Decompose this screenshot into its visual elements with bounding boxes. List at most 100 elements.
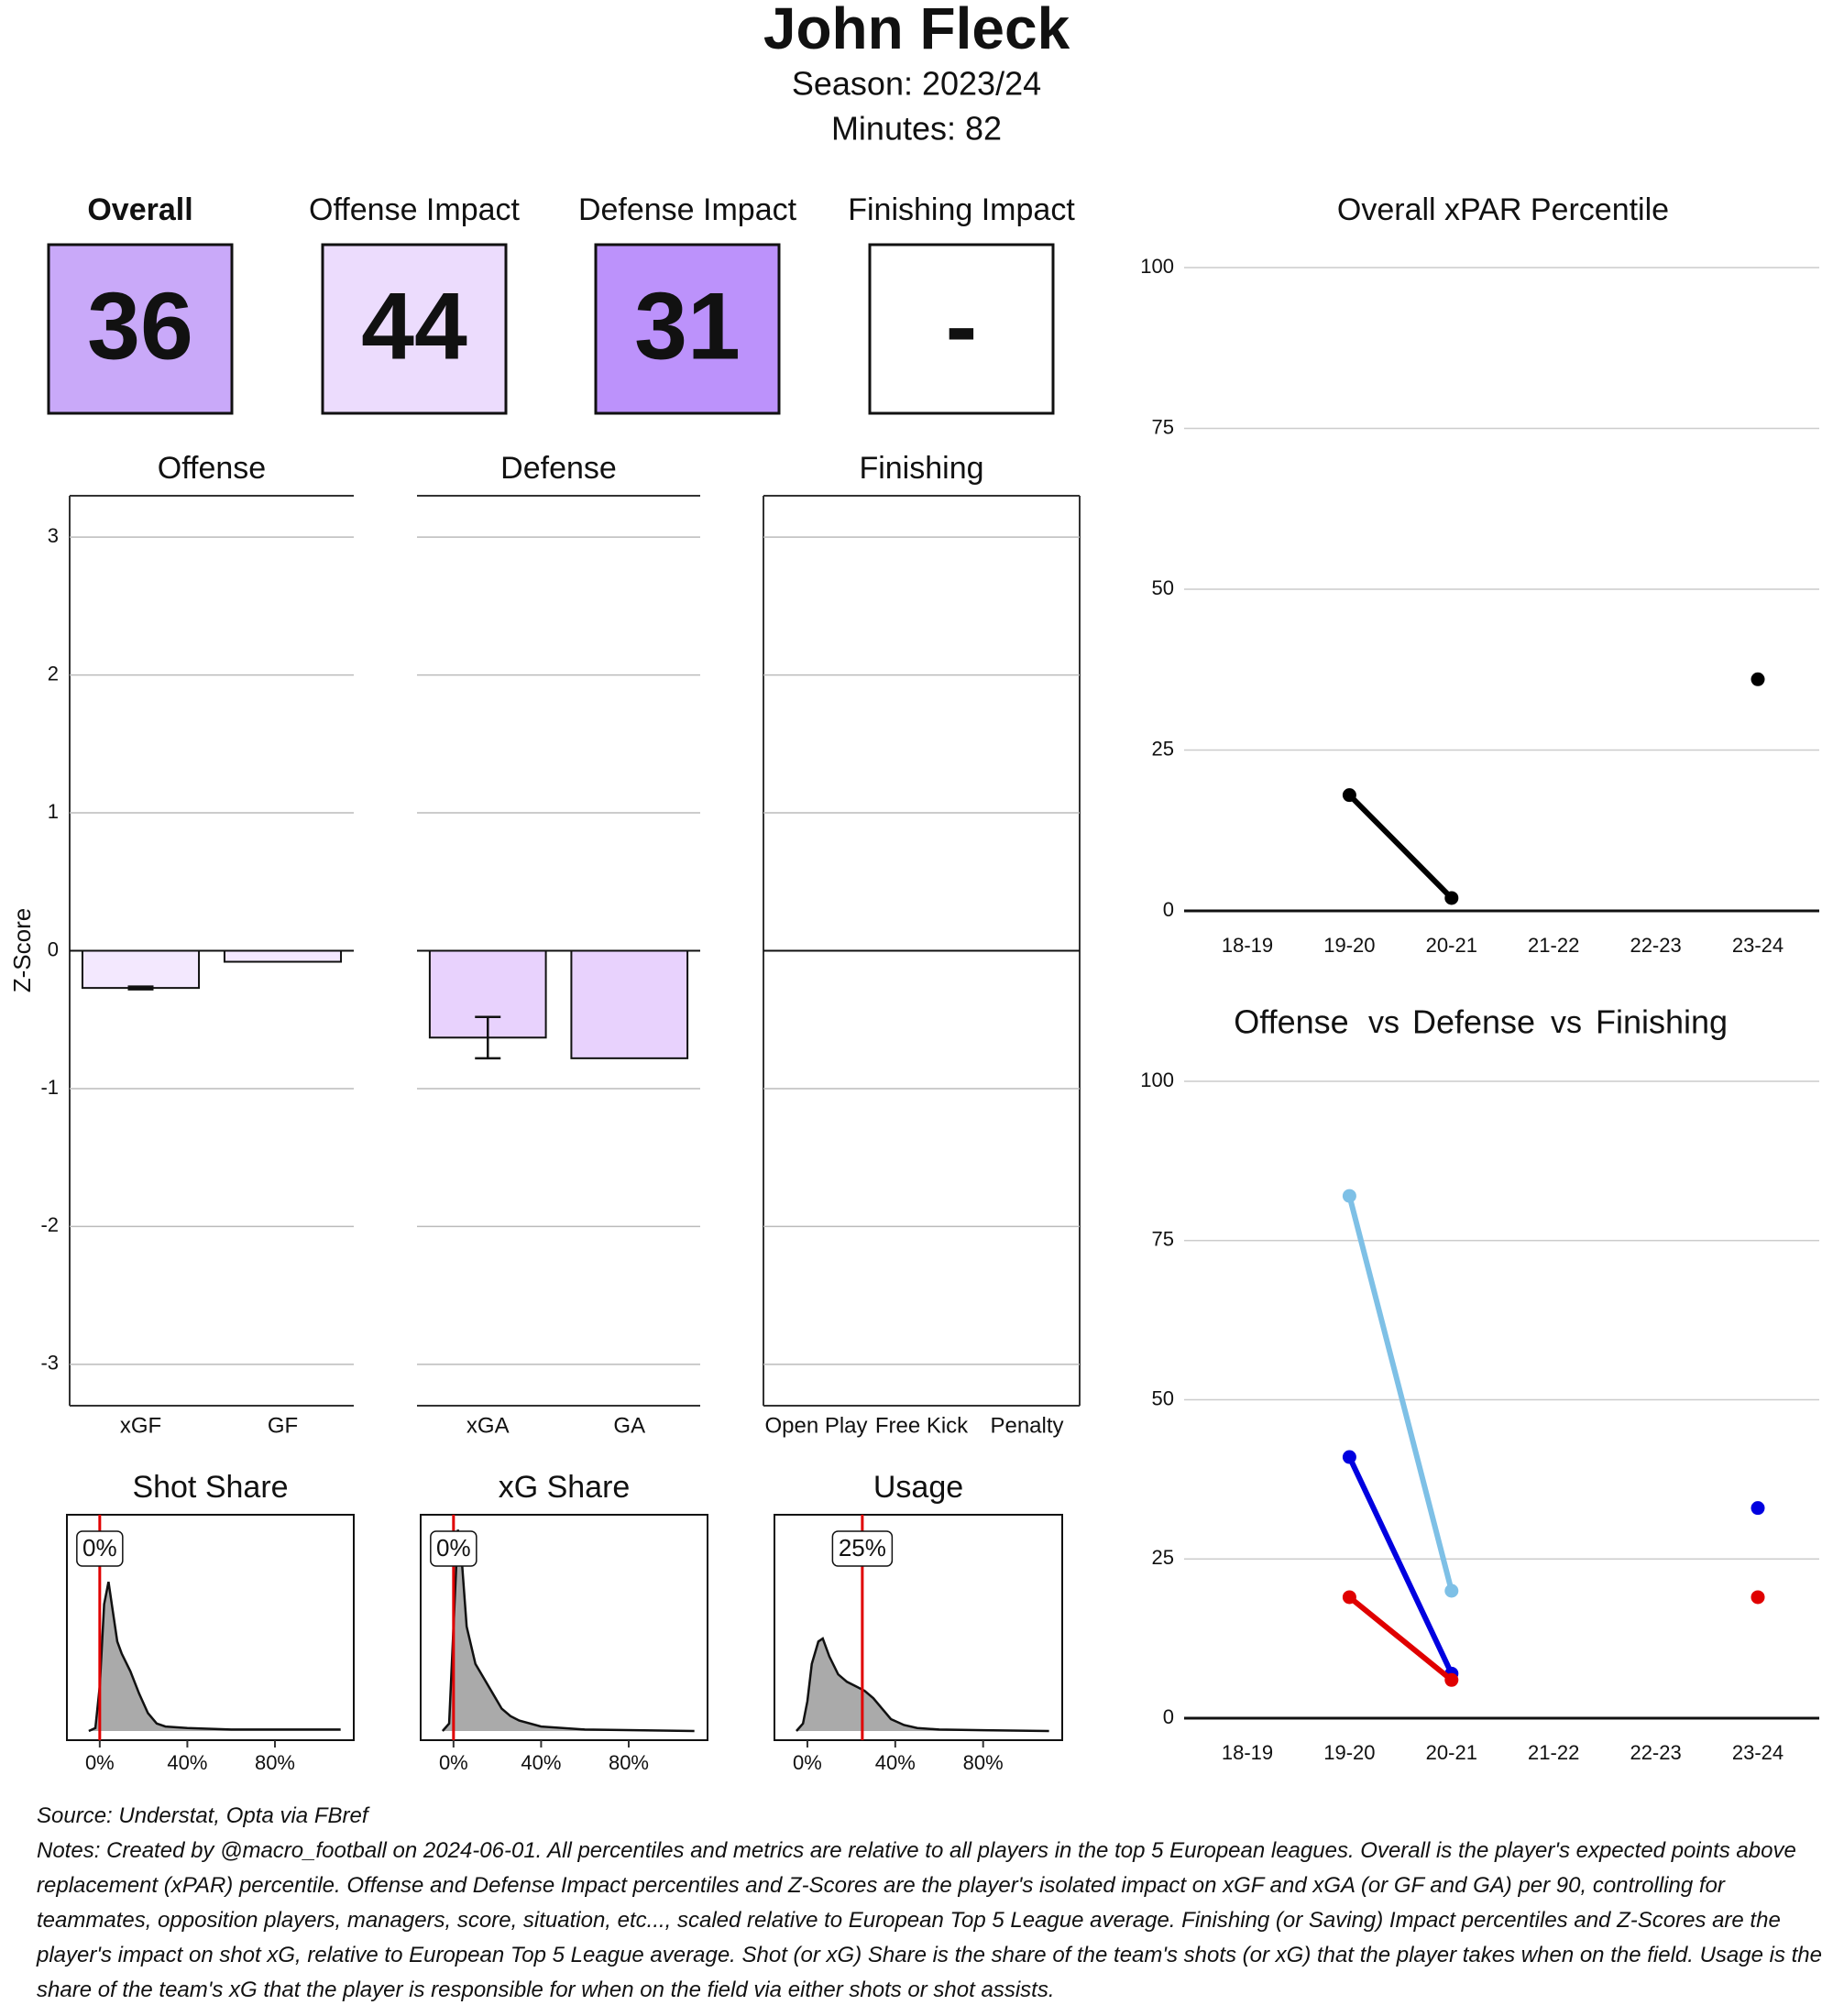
y-tick-label: 50	[1152, 576, 1174, 599]
chart-title: Overall xPAR Percentile	[1337, 192, 1669, 227]
point	[1444, 1583, 1459, 1598]
legend-entry: Finishing	[1596, 1003, 1728, 1041]
x-tick-label: 18-19	[1222, 1741, 1273, 1764]
marker-label-box	[831, 1530, 894, 1567]
facet-title: Defense	[500, 451, 617, 486]
x-tick-label: 20-21	[1426, 1741, 1477, 1764]
y-tick-label: 3	[48, 524, 59, 547]
density-area	[88, 1582, 341, 1731]
y-tick-label: 1	[48, 800, 59, 823]
impact-box	[321, 243, 508, 415]
impact-box	[47, 243, 234, 415]
x-tick-label: 21-22	[1528, 934, 1579, 957]
x-tick-label: 18-19	[1222, 934, 1273, 957]
y-tick-label: -1	[40, 1076, 59, 1099]
series-line	[1349, 679, 1758, 898]
x-tick-label: 20-21	[1426, 934, 1477, 957]
x-tick-label: GF	[268, 1413, 298, 1438]
density-line	[88, 1581, 341, 1733]
series-line	[1346, 1193, 1454, 1594]
legend-entry: Offense	[1234, 1003, 1348, 1041]
y-tick-label: 25	[1152, 737, 1174, 760]
point	[1444, 891, 1459, 905]
x-tick-label: 23-24	[1732, 1741, 1784, 1764]
point	[1751, 672, 1765, 686]
season: Season: 2023/24	[792, 65, 1041, 103]
y-tick-label: -2	[40, 1213, 59, 1236]
density-line	[796, 1637, 1049, 1733]
point	[1444, 1672, 1459, 1687]
legend-separator: vs	[1551, 1005, 1582, 1040]
marker-label: 25%	[839, 1534, 886, 1561]
marker-label-box	[430, 1530, 477, 1567]
facet-title: Finishing	[859, 451, 983, 486]
y-tick-label: 50	[1152, 1386, 1174, 1409]
impact-box	[594, 243, 781, 415]
x-tick-label: GA	[613, 1413, 645, 1438]
facet-title: xG Share	[499, 1470, 631, 1505]
x-tick-label: Free Kick	[875, 1413, 969, 1438]
bar	[570, 949, 689, 1059]
x-tick-label: Open Play	[764, 1413, 867, 1438]
title: John Fleck	[763, 0, 1070, 61]
y-tick-label: 100	[1140, 255, 1174, 278]
density-area	[796, 1638, 1049, 1731]
x-tick-label: 0%	[793, 1751, 822, 1774]
point	[1342, 1590, 1356, 1605]
x-tick-label: 19-20	[1323, 934, 1375, 957]
marker-label: 0%	[82, 1534, 117, 1561]
x-tick-label: 80%	[255, 1751, 295, 1774]
y-tick-label: 100	[1140, 1068, 1174, 1091]
facet-title: Offense	[158, 451, 266, 486]
density-line	[441, 1529, 695, 1733]
point	[1751, 1590, 1765, 1605]
y-tick-label: 2	[48, 662, 59, 685]
dashboard: John Fleck Season: 2023/24 Minutes: 82 O…	[8, 0, 1819, 1774]
point	[1342, 788, 1356, 803]
impact-label: Overall	[87, 192, 192, 227]
impact-value: 31	[634, 273, 741, 379]
series-line	[1349, 1597, 1758, 1680]
x-tick-label: 22-23	[1630, 934, 1681, 957]
source: Source: Understat, Opta via FBref	[37, 1803, 368, 1828]
point	[1342, 1450, 1356, 1464]
impact-label: Finishing Impact	[848, 192, 1075, 227]
x-tick-label: xGF	[120, 1413, 161, 1438]
point	[1342, 1189, 1356, 1203]
legend-separator: vs	[1368, 1005, 1399, 1040]
x-tick-label: 80%	[609, 1751, 649, 1774]
y-axis-label: Z-Score	[8, 908, 36, 992]
y-tick-label: 75	[1152, 415, 1174, 438]
x-tick-label: xGA	[466, 1413, 510, 1438]
x-tick-label: Penalty	[990, 1413, 1063, 1438]
x-tick-label: 0%	[85, 1751, 115, 1774]
x-tick-label: 19-20	[1323, 1741, 1375, 1764]
series-line	[1349, 1457, 1758, 1673]
x-tick-label: 40%	[521, 1751, 561, 1774]
facet-title: Usage	[873, 1470, 963, 1505]
y-tick-label: 25	[1152, 1546, 1174, 1569]
impact-value: 44	[361, 273, 467, 379]
x-tick-label: 0%	[439, 1751, 468, 1774]
y-tick-label: 75	[1152, 1228, 1174, 1251]
x-tick-label: 23-24	[1732, 934, 1784, 957]
y-tick-label: -3	[40, 1352, 59, 1375]
legend-entry: Defense	[1412, 1003, 1535, 1041]
minutes: Minutes: 82	[831, 110, 1002, 148]
point	[1751, 1501, 1765, 1516]
notes: Notes: Created by @macro_football on 202…	[37, 1838, 1822, 2002]
x-tick-label: 80%	[963, 1751, 1004, 1774]
bar	[81, 949, 201, 990]
y-tick-label: 0	[1163, 1705, 1174, 1728]
x-tick-label: 21-22	[1528, 1741, 1579, 1764]
x-tick-label: 22-23	[1630, 1741, 1681, 1764]
impact-value: 36	[87, 273, 193, 379]
bar	[223, 949, 343, 963]
impact-box	[868, 243, 1055, 415]
x-tick-label: 40%	[875, 1751, 916, 1774]
x-tick-label: 40%	[167, 1751, 207, 1774]
facet-title: Shot Share	[132, 1470, 288, 1505]
marker-label: 0%	[436, 1534, 471, 1561]
impact-value: -	[946, 273, 978, 379]
